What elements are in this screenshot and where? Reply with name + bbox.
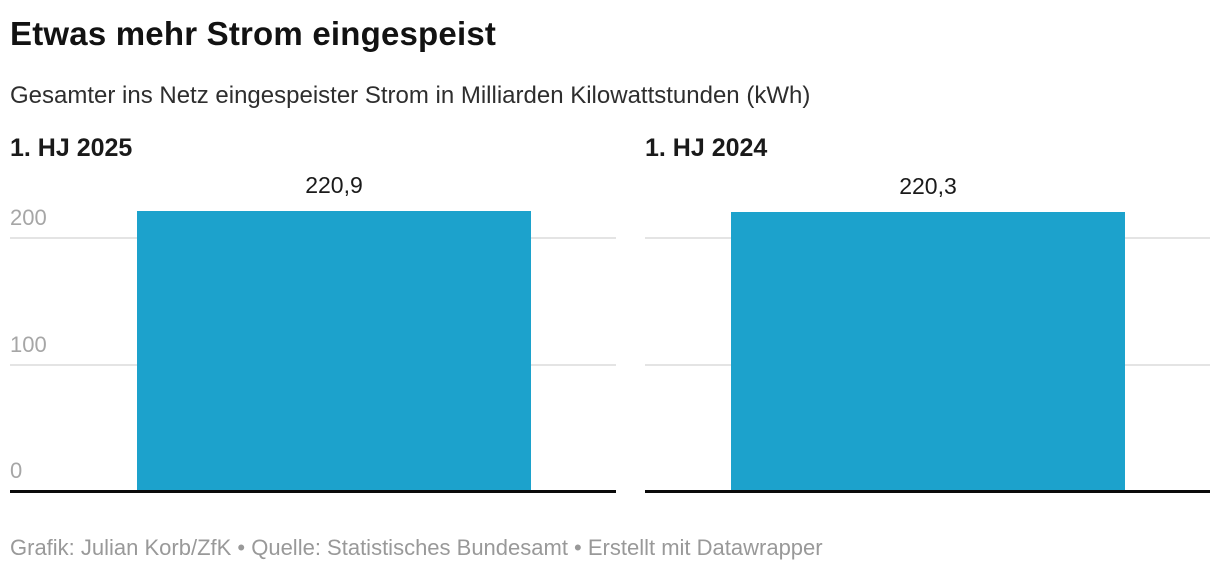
y-tick-label-0: 0	[10, 458, 23, 483]
y-tick-label-200: 200	[10, 205, 47, 230]
bar-2024	[731, 211, 1125, 491]
bar-2025	[137, 211, 531, 491]
x-axis-baseline-right	[645, 490, 1210, 493]
panel-label-2025: 1. HJ 2025	[10, 134, 133, 162]
chart-subtitle: Gesamter ins Netz eingespeister Strom in…	[10, 82, 811, 109]
x-axis-baseline-left	[10, 490, 616, 493]
y-tick-label-100: 100	[10, 332, 47, 357]
page-title: Etwas mehr Strom eingespeist	[10, 15, 497, 52]
value-label-2025: 220,9	[305, 172, 363, 199]
panel-label-2024: 1. HJ 2024	[645, 134, 768, 162]
value-label-2024: 220,3	[899, 172, 957, 199]
footer-credit: Grafik: Julian Korb/ZfK • Quelle: Statis…	[10, 535, 823, 560]
